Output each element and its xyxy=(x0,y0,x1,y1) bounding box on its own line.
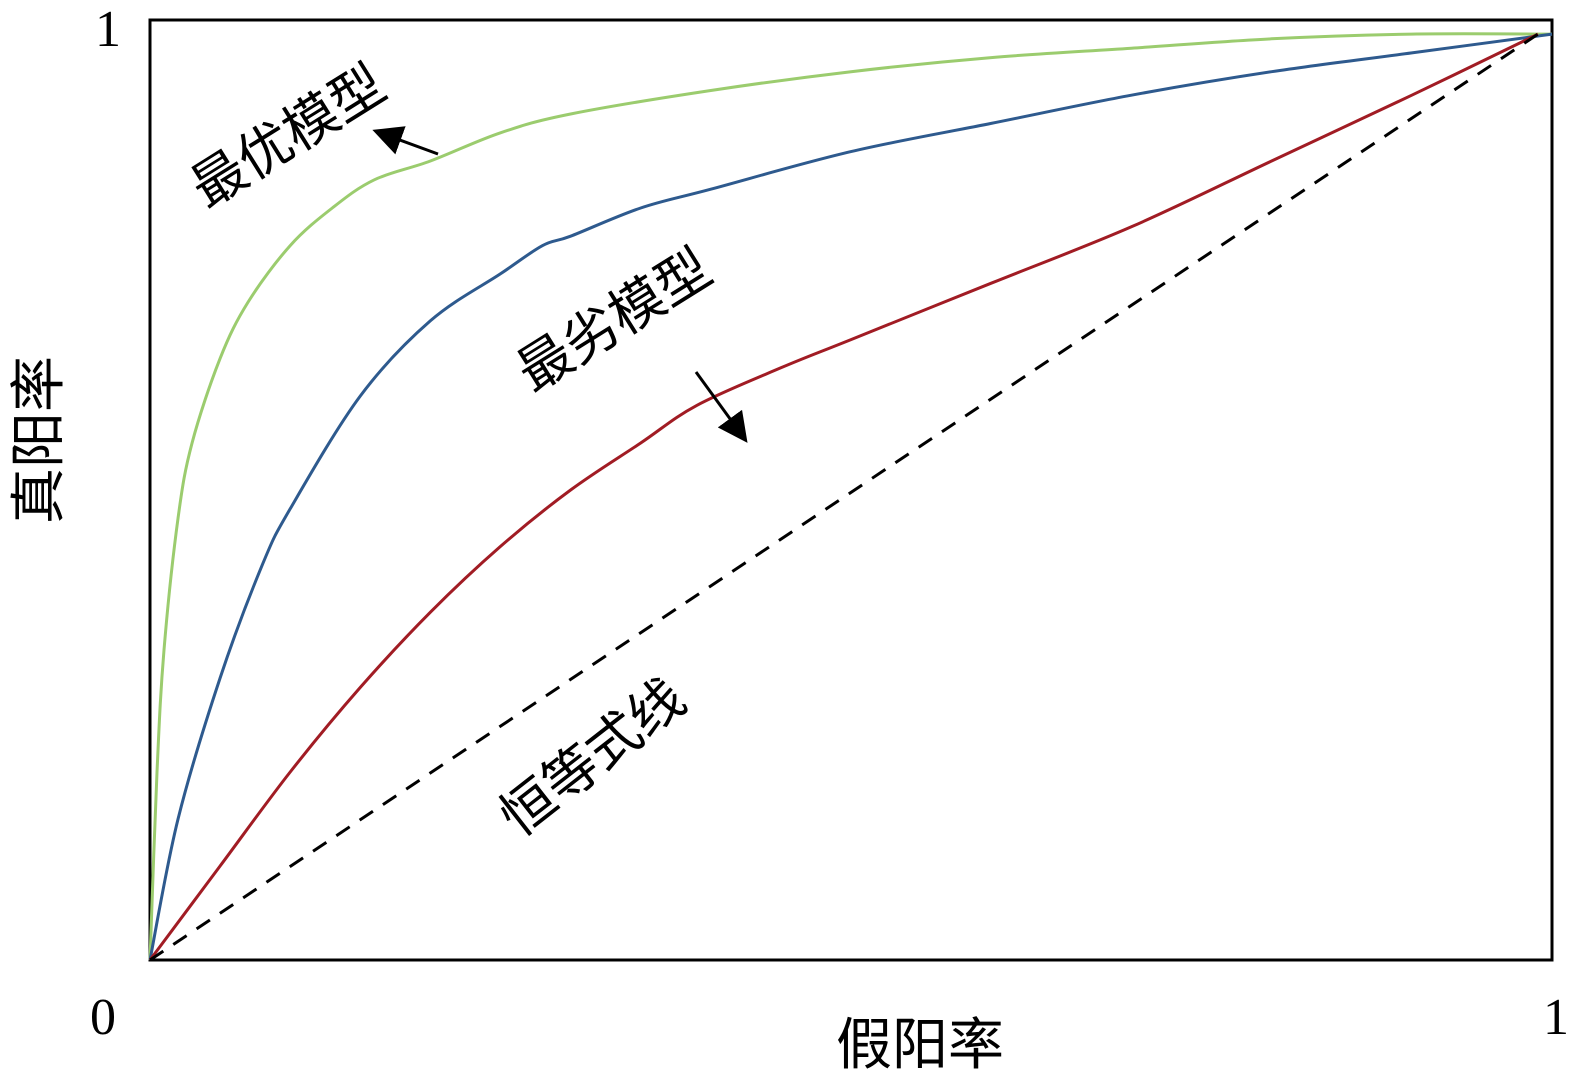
arrow-best-model xyxy=(372,126,439,156)
x-axis-title: 假阳率 xyxy=(836,1013,1004,1078)
series-line-0 xyxy=(148,32,1553,961)
y-tick-label-1: 1 xyxy=(95,1,121,58)
x-tick-label-1: 1 xyxy=(1543,989,1569,1046)
annotation-identity-line: 恒等式线 xyxy=(488,666,697,849)
series-line-2 xyxy=(148,32,1539,961)
series-line-identity xyxy=(149,32,1539,962)
annotation-worst-model: 最劣模型 xyxy=(506,236,723,404)
annotation-best-model: 最优模型 xyxy=(180,52,397,220)
arrow-worst-model xyxy=(694,371,748,443)
plot-frame xyxy=(148,18,1554,962)
y-axis-title: 真阳率 xyxy=(7,356,72,524)
x-tick-label-0: 0 xyxy=(90,989,116,1046)
series-line-1 xyxy=(148,32,1553,961)
series-layer xyxy=(148,32,1553,962)
